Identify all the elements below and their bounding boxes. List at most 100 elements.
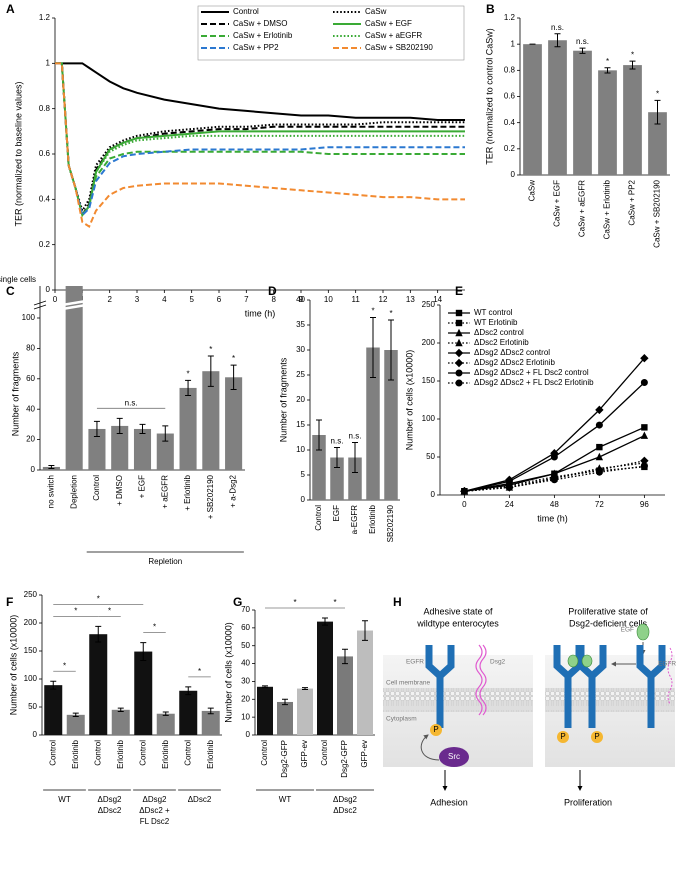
- bar: [348, 457, 362, 500]
- error-bar: [342, 648, 348, 665]
- y-tick-label: 200: [422, 338, 436, 347]
- error-bar: [262, 685, 268, 689]
- legend-label: ΔDsc2 Erlotinib: [474, 338, 529, 347]
- error-bar: [370, 317, 376, 378]
- y-axis-label: TER (normalized to control CaSw): [484, 28, 494, 165]
- y-tick-label: 250: [422, 300, 436, 309]
- group-label: ΔDsg2: [142, 795, 167, 804]
- y-tick-label: 1: [511, 39, 516, 48]
- label: EGFR: [658, 661, 676, 668]
- x-tick-label: 96: [640, 500, 649, 509]
- y-axis-label: Number of fragments: [10, 351, 20, 436]
- bar: [366, 347, 380, 500]
- marker: [550, 453, 558, 461]
- legend-label: ΔDsg2 ΔDsc2 control: [474, 348, 550, 357]
- y-tick-label: 150: [422, 376, 436, 385]
- x-tick-label: Control: [183, 740, 192, 766]
- y-tick-label: 70: [241, 605, 250, 614]
- y-tick-label: 30: [241, 677, 250, 686]
- y-tick-label: 60: [241, 623, 250, 632]
- marker: [455, 328, 463, 337]
- x-tick-label: 5: [189, 295, 194, 304]
- bar: [277, 701, 293, 735]
- x-axis-label: time (h): [537, 513, 568, 523]
- x-tick-label: + DMSO: [115, 475, 124, 506]
- marker: [640, 354, 649, 363]
- panel-letter: B: [486, 2, 495, 16]
- legend-label: CaSw + PP2: [233, 43, 279, 52]
- heading: Dsg2-deficient cells: [569, 618, 648, 628]
- label: EGF: [621, 627, 634, 634]
- receptor: [553, 645, 666, 728]
- marker: [595, 421, 603, 429]
- legend-box: [197, 5, 465, 61]
- y-axis-label: TER (normalized to baseline values): [13, 81, 23, 226]
- marker: [505, 483, 513, 491]
- series-line: [55, 62, 465, 229]
- annotation: n.s.: [331, 437, 344, 446]
- panel-letter: F: [6, 595, 13, 609]
- label: Cell membrane: [386, 680, 430, 687]
- bar: [156, 433, 174, 470]
- error-bar: [334, 447, 340, 468]
- annotation: n.s.: [576, 37, 589, 46]
- bar: [88, 428, 106, 470]
- annotation: *: [389, 309, 392, 318]
- y-axis-label: Number of cells (x10000): [8, 615, 18, 716]
- legend-label: ΔDsg2 ΔDsc2 + FL Dsc2 Erlotinib: [474, 378, 594, 387]
- break-label: single cells: [0, 275, 36, 284]
- membrane: [383, 688, 533, 712]
- group-label: ΔDsc2 +: [139, 806, 170, 815]
- y-tick-label: 50: [426, 452, 435, 461]
- error-bar: [48, 464, 55, 469]
- arrow: [420, 734, 440, 761]
- label: P: [433, 725, 438, 734]
- dsg2: [667, 647, 673, 705]
- x-tick-label: a-EGFR: [350, 505, 359, 535]
- x-tick-label: Control: [92, 475, 101, 501]
- bar: [548, 40, 567, 175]
- y-tick-label: 0.4: [39, 194, 51, 203]
- y-tick-label: 50: [241, 641, 250, 650]
- error-bar: [230, 364, 237, 390]
- y-tick-label: 0: [246, 730, 251, 739]
- marker: [505, 477, 513, 485]
- x-tick-label: 48: [550, 500, 559, 509]
- error-bar: [185, 686, 192, 696]
- marker: [455, 319, 463, 327]
- group-label: ΔDsg2: [333, 795, 358, 804]
- bar: [384, 350, 398, 500]
- panel-h: H Adhesive state of wildtype enterocytes…: [383, 595, 676, 807]
- x-tick-label: 9: [299, 295, 304, 304]
- x-axis-label: time (h): [245, 308, 276, 318]
- x-tick-label: CaSw + EGF: [553, 180, 562, 227]
- x-tick-label: Control: [138, 740, 147, 766]
- bar: [257, 686, 273, 735]
- annotation: *: [606, 57, 609, 66]
- legend-label: ΔDsc2 control: [474, 328, 524, 337]
- bar: [179, 690, 198, 735]
- group-label: ΔDsc2: [98, 806, 122, 815]
- marker: [550, 476, 558, 484]
- marker: [550, 469, 559, 477]
- x-tick-label: Erlotinib: [116, 739, 125, 768]
- bar: [44, 685, 63, 735]
- significance-label: *: [74, 606, 77, 615]
- y-tick-label: 0: [301, 495, 306, 504]
- x-tick-label: Depletion: [69, 475, 78, 509]
- y-tick-label: 20: [296, 395, 305, 404]
- bar: [66, 714, 85, 735]
- legend-label: Control: [233, 7, 259, 16]
- bar: [111, 425, 129, 470]
- y-tick-label: 0: [46, 285, 51, 294]
- error-bar: [95, 625, 102, 643]
- error-bar: [116, 417, 123, 435]
- marker: [454, 348, 464, 358]
- heading: wildtype enterocytes: [416, 618, 499, 628]
- x-tick-label: CaSw + Erlotinib: [603, 179, 612, 239]
- legend-label: CaSw + EGF: [365, 19, 412, 28]
- bar: [573, 50, 592, 176]
- series-line: [55, 62, 465, 218]
- x-tick-label: 12: [379, 295, 388, 304]
